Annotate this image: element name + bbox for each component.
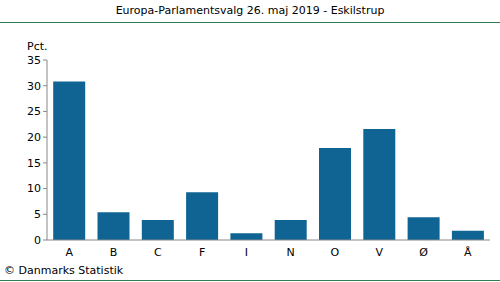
html-text:Pct.: Pct. (27, 40, 48, 53)
svg-text:20: 20 (27, 131, 41, 144)
svg-text:I: I (245, 246, 248, 259)
html-text:© Danmarks Statistik: © Danmarks Statistik (4, 264, 124, 277)
svg-text:30: 30 (27, 80, 41, 93)
svg-text:O: O (331, 246, 340, 259)
svg-text:N: N (287, 246, 295, 259)
svg-text:15: 15 (27, 157, 41, 170)
svg-text:A: A (65, 246, 73, 259)
svg-text:Ø: Ø (419, 246, 428, 259)
svg-text:C: C (154, 246, 162, 259)
svg-text:0: 0 (34, 234, 41, 247)
svg-text:35: 35 (27, 54, 41, 67)
svg-text:V: V (375, 246, 383, 259)
svg-text:F: F (199, 246, 205, 259)
svg-text:B: B (110, 246, 118, 259)
svg-text:Å: Å (464, 246, 472, 259)
svg-text:10: 10 (27, 182, 41, 195)
svg-text:25: 25 (27, 105, 41, 118)
html-text:Europa-Parlamentsvalg 26. maj: Europa-Parlamentsvalg 26. maj 2019 - Esk… (115, 4, 385, 17)
svg-text:5: 5 (34, 208, 41, 221)
